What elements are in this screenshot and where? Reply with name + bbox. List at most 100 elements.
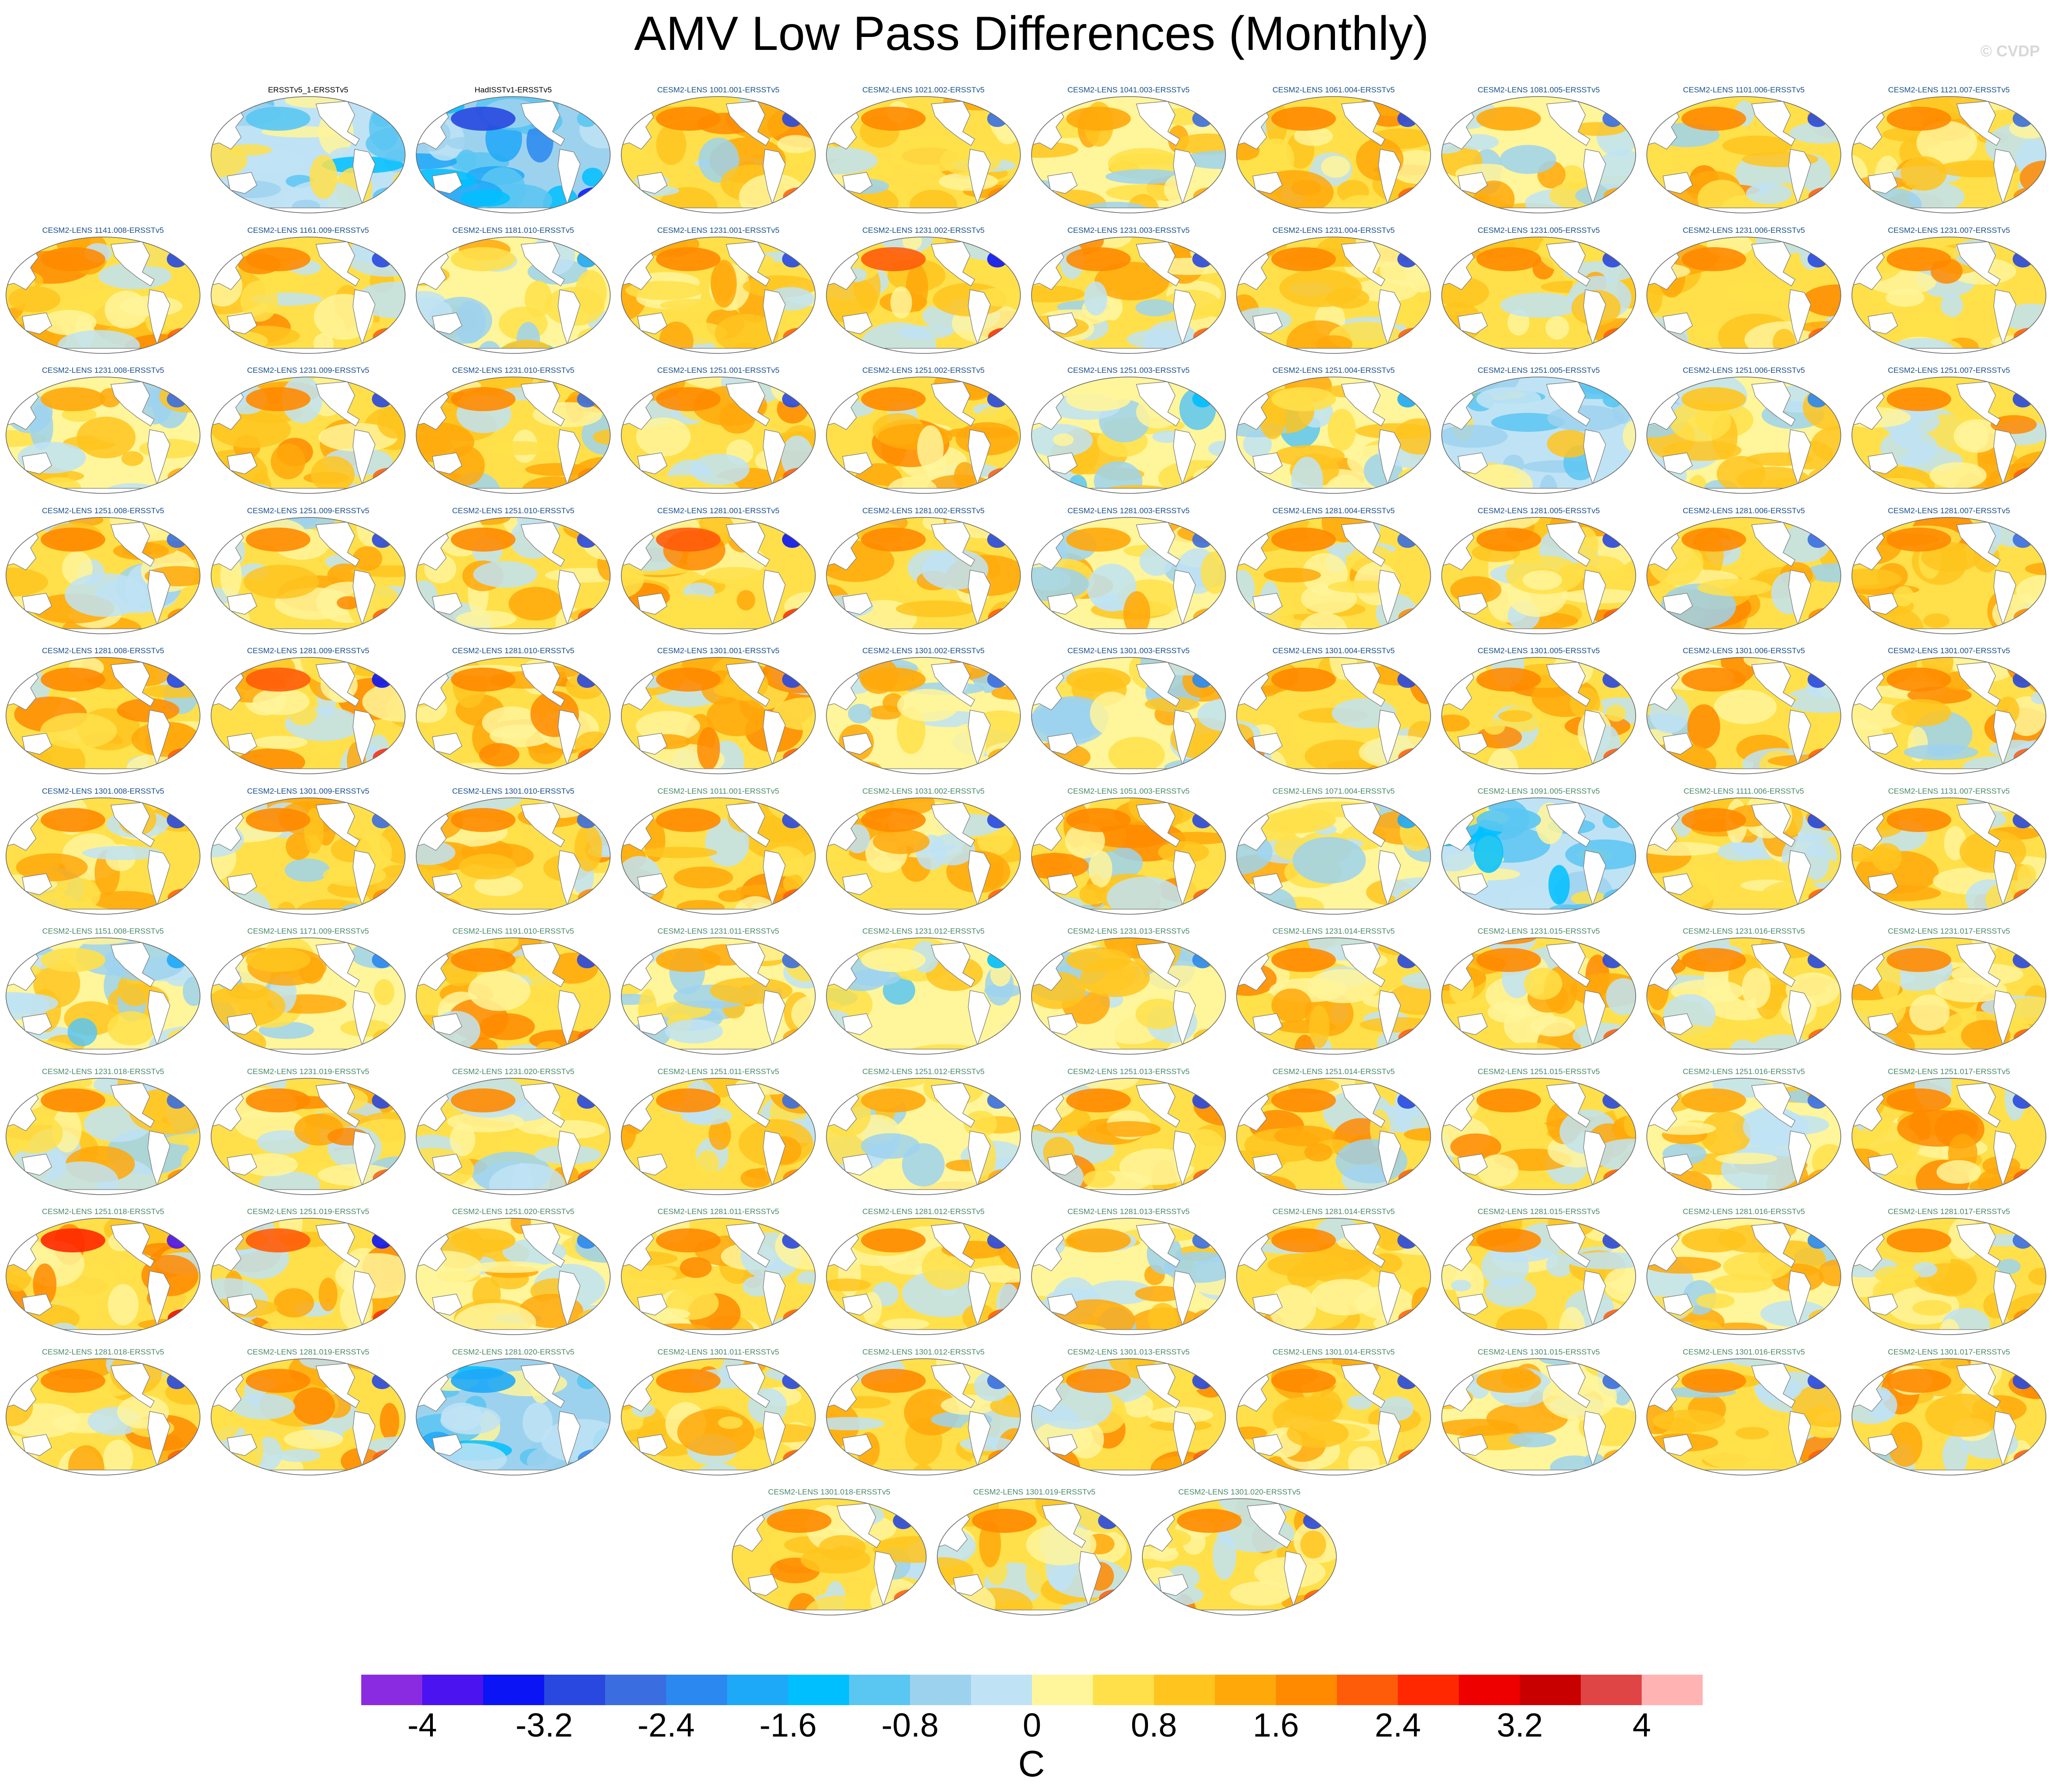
sst-difference-map xyxy=(1031,96,1226,213)
sst-difference-map xyxy=(826,937,1021,1055)
map-panel: CESM2-LENS 1131.007-ERSSTv5 xyxy=(1850,787,2048,921)
sst-difference-map xyxy=(1236,1218,1431,1335)
antarctica-landmass xyxy=(1647,908,1841,914)
anomaly-patch xyxy=(1442,425,1508,448)
greenland-landmass xyxy=(375,657,403,676)
anomaly-patch xyxy=(706,697,767,736)
panel-title: HadISSTv1-ERSSTv5 xyxy=(474,85,552,94)
antarctica-landmass xyxy=(826,908,1020,914)
greenland-landmass xyxy=(580,517,608,536)
antarctica-landmass xyxy=(1032,347,1226,353)
antarctica-landmass xyxy=(6,768,200,774)
south-america-landmass xyxy=(1378,149,1401,205)
antarctica-landmass xyxy=(1442,908,1636,914)
anomaly-patch xyxy=(1032,237,1059,254)
sst-difference-map xyxy=(1646,937,1841,1055)
anomaly-patch xyxy=(1114,1499,1131,1511)
sst-difference-map xyxy=(1646,657,1841,774)
anomaly-patch xyxy=(1486,938,1536,956)
greenland-landmass xyxy=(1195,1078,1224,1097)
anomaly-patch xyxy=(625,280,703,300)
anomaly-patch xyxy=(309,155,338,199)
map-panel: CESM2-LENS 1011.001-ERSSTv5 xyxy=(619,787,818,921)
anomaly-patch xyxy=(103,1439,133,1475)
map-border xyxy=(1031,377,1226,494)
map-panel: CESM2-LENS 1281.003-ERSSTv5 xyxy=(1029,506,1228,640)
anomaly-patch xyxy=(240,280,278,322)
sst-difference-map xyxy=(1236,377,1431,494)
anomaly-patch xyxy=(851,761,881,774)
north-pacific-anomaly xyxy=(246,948,310,972)
anomaly-patch xyxy=(30,404,54,450)
map-panel: CESM2-LENS 1281.014-ERSSTv5 xyxy=(1234,1207,1433,1341)
panel-title: CESM2-LENS 1301.006-ERSSTv5 xyxy=(1682,646,1805,655)
north-america-landmass xyxy=(110,521,155,567)
anomaly-patch xyxy=(621,888,641,914)
australia-landmass xyxy=(1868,172,1898,194)
anomaly-patch xyxy=(2034,938,2046,963)
map-border xyxy=(1441,1218,1636,1335)
north-america-landmass xyxy=(1341,381,1385,426)
sst-difference-map xyxy=(621,1358,816,1476)
north-america-landmass xyxy=(521,241,565,286)
anomaly-patch xyxy=(1878,957,1901,1001)
antarctica-landmass xyxy=(416,1049,610,1054)
antarctica-landmass xyxy=(1647,347,1841,353)
anomaly-patch xyxy=(368,735,389,761)
anomaly-patch xyxy=(91,891,159,910)
map-panel: CESM2-LENS 1281.018-ERSSTv5 xyxy=(4,1348,202,1482)
south-america-landmass xyxy=(147,710,170,765)
anomaly-patch xyxy=(1274,445,1345,467)
south-america-landmass xyxy=(1788,429,1811,485)
australia-landmass xyxy=(1663,733,1693,755)
map-border xyxy=(1441,516,1636,634)
north-pacific-anomaly xyxy=(451,1368,516,1393)
australia-landmass xyxy=(1868,1294,1898,1316)
anomaly-patch xyxy=(416,840,455,865)
south-america-landmass xyxy=(147,990,170,1046)
panel-title: CESM2-LENS 1301.007-ERSSTv5 xyxy=(1887,646,2010,655)
anomaly-patch xyxy=(826,1416,885,1430)
anomaly-patch xyxy=(860,322,936,353)
anomaly-patch xyxy=(1094,261,1170,300)
anomaly-patch xyxy=(1700,1111,1751,1156)
map-panel: CESM2-LENS 1251.005-ERSSTv5 xyxy=(1439,366,1638,500)
greenland-landmass xyxy=(1810,97,1839,115)
map-border xyxy=(826,937,1021,1055)
south-america-landmass xyxy=(352,429,376,485)
anomaly-patch xyxy=(636,417,691,457)
map-panel: ERSSTv5_1-ERSSTv5 xyxy=(209,85,407,219)
south-america-landmass xyxy=(352,850,376,906)
greenland-landmass xyxy=(2015,97,2044,115)
north-pacific-anomaly xyxy=(1066,107,1131,131)
greenland-landmass xyxy=(2015,938,2044,957)
sst-difference-map xyxy=(1441,516,1636,634)
map-panel: CESM2-LENS 1301.016-ERSSTv5 xyxy=(1644,1348,1843,1482)
south-america-landmass xyxy=(1788,990,1811,1046)
panel-title: CESM2-LENS 1251.006-ERSSTv5 xyxy=(1682,366,1805,375)
anomaly-patch xyxy=(1523,570,1562,590)
panel-title: CESM2-LENS 1301.003-ERSSTv5 xyxy=(1067,646,1190,655)
north-pacific-anomaly xyxy=(41,247,105,271)
sst-difference-map xyxy=(621,1077,816,1195)
antarctica-landmass xyxy=(416,1469,610,1475)
south-america-landmass xyxy=(147,1270,170,1326)
greenland-landmass xyxy=(990,1078,1019,1097)
map-panel-grid: ERSSTv5_1-ERSSTv5 HadISSTv1-ERSSTv5 CESM2-… xyxy=(4,85,2048,1616)
anomaly-patch xyxy=(690,454,750,485)
anomaly-patch xyxy=(1032,1464,1073,1475)
anomaly-patch xyxy=(1548,864,1570,905)
north-pacific-anomaly xyxy=(246,1088,310,1112)
antarctica-landmass xyxy=(621,768,815,774)
north-america-landmass xyxy=(1956,381,2001,426)
map-border xyxy=(1646,96,1841,213)
anomaly-patch xyxy=(486,441,553,456)
antarctica-landmass xyxy=(1032,1329,1226,1335)
map-border xyxy=(6,377,200,494)
panel-title: CESM2-LENS 1251.018-ERSSTv5 xyxy=(42,1207,164,1216)
map-border xyxy=(826,236,1021,354)
anomaly-patch xyxy=(1177,1466,1226,1475)
greenland-landmass xyxy=(375,1358,403,1378)
sst-difference-map xyxy=(1031,1218,1226,1335)
sst-difference-map xyxy=(826,1077,1021,1195)
